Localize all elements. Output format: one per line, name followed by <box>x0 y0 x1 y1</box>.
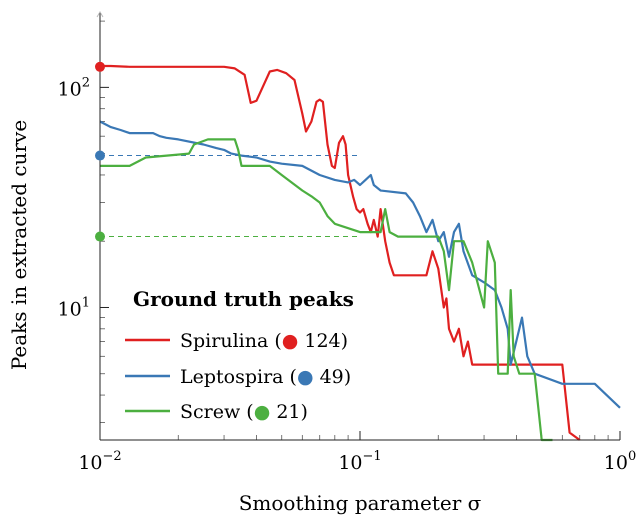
series-lines <box>100 66 620 440</box>
ground-truth-marker-leptospira <box>95 151 105 161</box>
x-tick-label: 10−1 <box>338 449 381 474</box>
x-axis-label: Smoothing parameter σ <box>239 491 482 515</box>
ground-truth-marker-screw <box>95 232 105 242</box>
legend-title: Ground truth peaks <box>133 287 354 311</box>
x-tick-label: 100 <box>604 449 636 474</box>
ground-truth-marker-spirulina <box>95 62 105 72</box>
legend: Ground truth peaks Spirulina (● 124) Lept… <box>125 287 354 423</box>
x-tick-label: 10−2 <box>78 449 121 474</box>
y-axis-label: Peaks in extracted curve <box>7 120 31 370</box>
y-tick-label: 102 <box>58 75 90 100</box>
legend-label-screw: Screw (● 21) <box>180 401 308 423</box>
legend-label-spirulina: Spirulina (● 124) <box>180 330 348 352</box>
y-tick-label: 101 <box>58 295 90 320</box>
legend-label-leptospira: Leptospira (● 49) <box>180 366 351 388</box>
ground-truth-reference-lines <box>100 156 360 237</box>
axes: 10−2 10−1 100 101 102 <box>58 12 637 474</box>
